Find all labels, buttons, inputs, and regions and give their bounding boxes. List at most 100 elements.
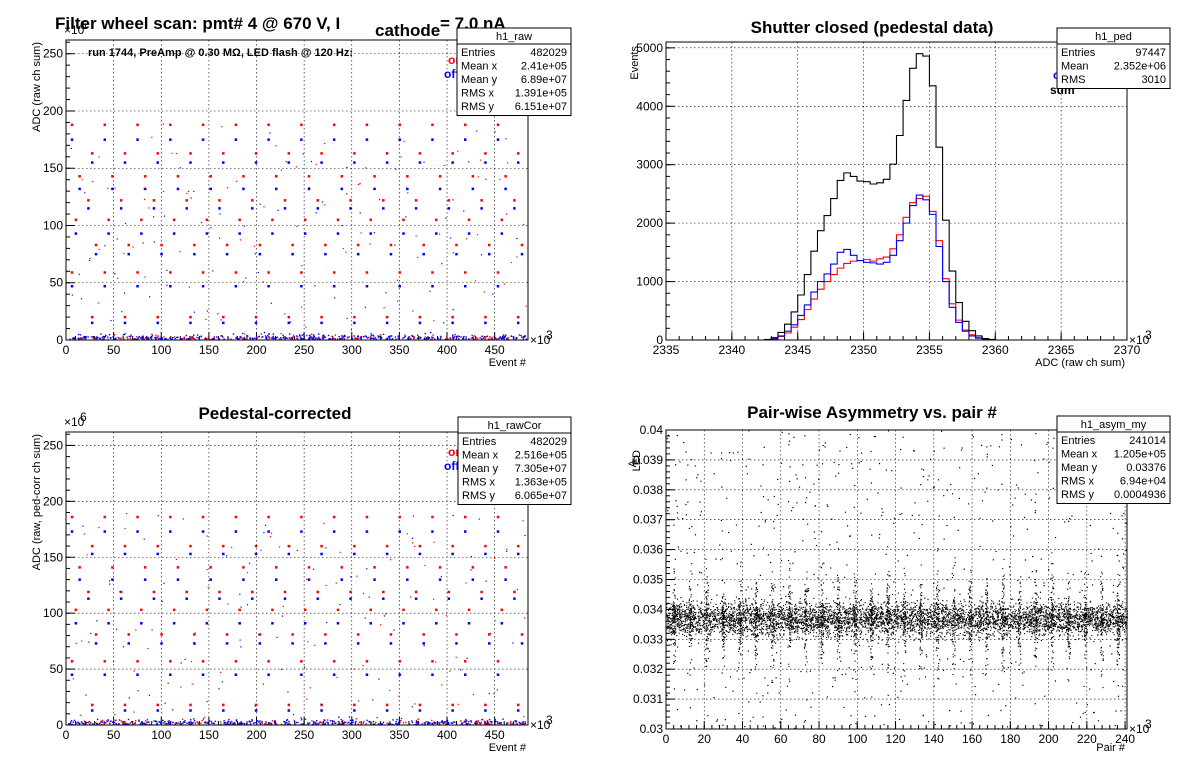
asym-point bbox=[1121, 603, 1123, 605]
transition-point bbox=[172, 709, 174, 711]
baseline-point bbox=[268, 722, 270, 725]
asym-point bbox=[823, 618, 825, 620]
transition-point bbox=[122, 646, 125, 648]
asym-point bbox=[1019, 618, 1021, 620]
baseline-point bbox=[140, 722, 142, 724]
baseline-point bbox=[318, 336, 320, 339]
asym-point bbox=[914, 623, 916, 625]
asym-point bbox=[742, 620, 744, 622]
transition-point bbox=[149, 296, 151, 298]
asym-point bbox=[729, 621, 731, 623]
asym-point bbox=[812, 614, 814, 616]
asym-point bbox=[947, 626, 949, 628]
on-point bbox=[369, 218, 372, 222]
x-tick-label: 0 bbox=[63, 343, 70, 357]
asym-point bbox=[944, 619, 946, 622]
asym-point bbox=[667, 619, 669, 621]
transition-point bbox=[379, 624, 382, 626]
asym-point bbox=[1058, 606, 1060, 608]
transition-point bbox=[275, 145, 277, 147]
asym-point bbox=[921, 612, 923, 614]
baseline-point bbox=[338, 723, 340, 725]
baseline-point bbox=[217, 337, 220, 340]
asym-point bbox=[884, 617, 886, 619]
asym-point bbox=[1108, 619, 1110, 621]
baseline-point bbox=[416, 723, 419, 725]
baseline-point bbox=[282, 337, 284, 339]
asym-point bbox=[924, 618, 926, 620]
baseline-point bbox=[375, 338, 377, 341]
asym-point bbox=[1007, 624, 1009, 626]
y-tick-label: 0.032 bbox=[633, 662, 663, 676]
asym-point bbox=[925, 627, 927, 629]
asym-point bbox=[746, 619, 748, 622]
baseline-point bbox=[322, 723, 324, 725]
on-point bbox=[513, 590, 516, 594]
transition-point bbox=[71, 294, 73, 296]
asym-point bbox=[763, 612, 765, 615]
baseline-point bbox=[300, 723, 302, 725]
baseline-point bbox=[366, 719, 368, 722]
transition-point bbox=[405, 216, 407, 218]
asym-point bbox=[961, 620, 963, 623]
panel-h1_ped: 2335 2340 2345 2350 2355 2360 2365 237001000200… bbox=[629, 18, 1171, 369]
off-point bbox=[222, 709, 225, 712]
baseline-point bbox=[79, 337, 81, 340]
asym-point bbox=[823, 615, 825, 617]
asym-point bbox=[730, 617, 732, 619]
asym-point bbox=[897, 624, 899, 626]
baseline-point bbox=[479, 723, 482, 725]
asym-point bbox=[750, 615, 752, 617]
off-point bbox=[340, 187, 344, 191]
baseline-point bbox=[316, 337, 318, 339]
asym-point bbox=[1096, 608, 1098, 610]
baseline-point bbox=[342, 723, 344, 725]
transition-point bbox=[121, 311, 123, 313]
asym-point bbox=[745, 604, 747, 606]
on-point bbox=[258, 243, 262, 247]
on-point bbox=[435, 218, 438, 222]
y-tick-label: 0.031 bbox=[633, 692, 663, 706]
asym-point bbox=[867, 618, 869, 620]
baseline-point bbox=[451, 337, 454, 339]
off-point bbox=[300, 673, 303, 676]
baseline-point bbox=[320, 722, 323, 724]
off-point bbox=[169, 284, 172, 288]
on-point bbox=[152, 199, 156, 202]
off-point bbox=[431, 138, 434, 141]
off-point bbox=[152, 597, 156, 600]
asym-point bbox=[1085, 619, 1087, 621]
baseline-point bbox=[243, 338, 245, 340]
on-point bbox=[90, 152, 94, 155]
asym-point bbox=[937, 604, 939, 606]
asym-point bbox=[729, 615, 731, 617]
on-point bbox=[300, 515, 303, 519]
baseline-point bbox=[416, 337, 419, 339]
asym-point bbox=[1043, 620, 1045, 622]
asym-point bbox=[898, 614, 900, 616]
asym-point bbox=[808, 624, 810, 626]
off-point bbox=[140, 622, 143, 625]
asym-point bbox=[904, 612, 906, 614]
asym-point bbox=[1075, 629, 1077, 631]
asym-point bbox=[1071, 631, 1073, 634]
asym-point bbox=[934, 607, 936, 609]
asym-point bbox=[813, 631, 815, 633]
transition-point bbox=[180, 686, 182, 688]
asym-point bbox=[1029, 616, 1031, 618]
baseline-point bbox=[156, 336, 158, 339]
asym-point bbox=[1115, 612, 1117, 614]
asym-point bbox=[1038, 608, 1040, 610]
asym-point bbox=[910, 608, 912, 610]
asym-point bbox=[1027, 621, 1029, 623]
x-tick-label: 150 bbox=[199, 728, 219, 742]
asym-point bbox=[910, 606, 912, 609]
transition-point bbox=[205, 318, 207, 321]
baseline-point bbox=[415, 719, 418, 722]
baseline-point bbox=[210, 720, 213, 723]
baseline-point bbox=[318, 722, 321, 724]
x-axis-exponent: ×10 bbox=[1129, 333, 1150, 347]
off-point bbox=[320, 552, 323, 556]
transition-point bbox=[429, 290, 431, 293]
baseline-point bbox=[494, 337, 497, 339]
